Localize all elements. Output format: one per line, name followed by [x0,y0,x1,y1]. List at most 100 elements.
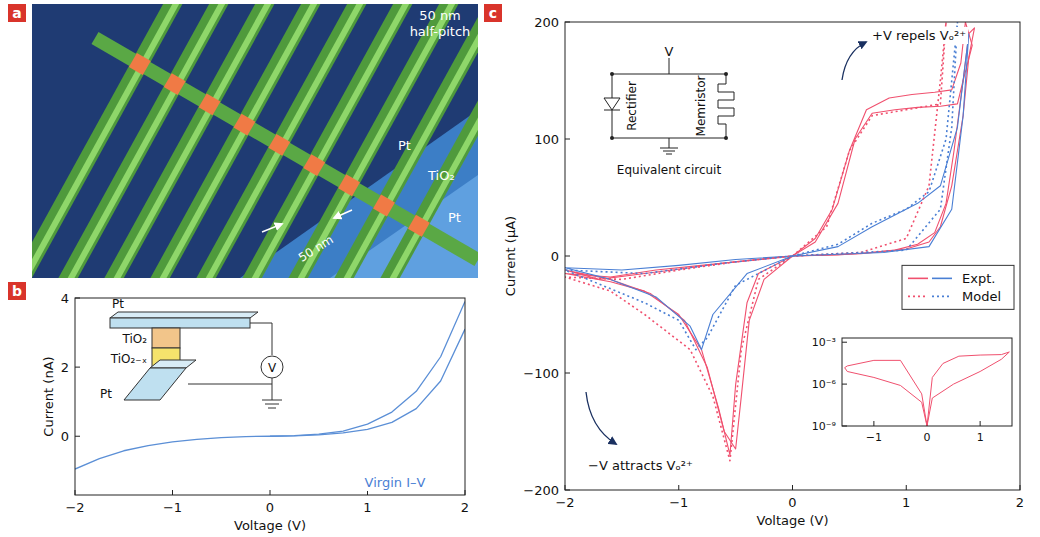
x-tick-label: −2 [65,500,84,515]
ground [265,404,279,405]
legend-swatch [908,278,928,280]
panel-c-inset: −10110⁻⁹10⁻⁶10⁻³ [812,336,1012,444]
x-tick [172,490,173,495]
panel-letter-box [8,282,26,300]
top-electrode [95,38,478,260]
annotation-arrow [842,42,866,80]
junction [373,195,395,217]
ground [663,151,675,152]
x-tick-label: 1 [363,500,371,515]
label-patch [363,474,428,491]
series-line [270,329,465,436]
circuit-background [598,44,740,180]
material-label: Pt [398,138,411,153]
y-axis-title: Current (μA) [503,216,518,296]
legend-swatch [908,296,928,298]
x-tick-label: −1 [163,500,182,515]
y-tick [565,373,570,374]
y-tick-label: 4 [61,291,69,306]
circuit-label: Rectifier [625,81,639,131]
voltmeter [261,356,283,378]
material-label: Pt [448,210,461,225]
scale-text: 50 nm [419,8,461,23]
circuit-label: V [665,44,674,59]
panel-a-image [32,4,478,278]
figure: 50 nmhalf-pitchPtTiO₂Pt50 nma−2−1012024V… [0,0,1040,537]
panel-letter: c [489,5,497,21]
wire [612,110,613,138]
panel-letter-box [8,4,26,22]
plot-background [565,22,1020,490]
plot-frame [842,338,1012,426]
node [724,136,728,140]
annotation: Virgin I–V [365,475,426,490]
legend-swatch [932,278,952,280]
panel-c: −2−1012−200−1000100200Voltage (V)Current… [503,15,1024,528]
y-tick [75,436,80,437]
equivalent-circuit: VRectifierMemristorEquivalent circuit [598,44,740,180]
node [724,72,728,76]
x-tick-label: 2 [461,500,469,515]
tio2 [152,328,180,348]
material-label: TiO₂ [121,332,147,346]
series-line [845,352,1010,426]
pt-top [110,318,250,328]
annotation: +V repels Vₒ²⁺ [872,28,966,43]
wire [669,58,670,74]
x-tick [792,485,793,490]
wire [272,378,273,400]
material-label: Pt [100,387,112,401]
y-tick-label: 0 [551,249,559,264]
ground [262,400,282,401]
junction [234,114,256,136]
x-tick-label: 0 [924,431,931,444]
y-tick-label: −100 [523,366,559,381]
y-tick-label: −200 [523,483,559,498]
width-arrow [262,224,282,232]
plot-background [75,298,465,495]
pt-bottom [124,368,186,400]
y-tick [75,367,80,368]
panel-letter: b [12,283,22,299]
junction [164,73,186,95]
x-tick-label: −1 [866,431,882,444]
annotation-arrow [586,392,616,444]
wire [188,384,272,385]
panel-b: −2−1012024Voltage (V)Current (nA) [41,291,469,533]
inset-background [804,332,1016,446]
x-tick [678,485,679,490]
y-tick [565,256,570,257]
legend-box [902,265,1014,309]
y-tick-label: 10⁻³ [812,336,836,349]
junction [303,154,325,176]
legend-label: Expt. [962,271,995,286]
material-label: Pt [112,297,124,311]
x-axis-title: Voltage (V) [757,513,829,528]
y-tick-label: 100 [534,132,559,147]
plot-frame [75,298,465,495]
plot-frame [565,22,1020,490]
legend-label: Model [962,289,1001,304]
y-tick [565,139,570,140]
y-tick-label: 200 [534,15,559,30]
meter-label: V [268,361,277,375]
series-group [845,352,1010,426]
x-tick-label: 1 [902,495,910,510]
wire [612,74,613,98]
x-tick [873,421,874,426]
junction [408,215,430,237]
x-tick [270,490,271,495]
circuit-caption: Equivalent circuit [617,163,722,177]
diode [604,98,620,110]
y-tick-label: 10⁻⁹ [812,420,836,433]
material-label: TiO₂ [427,168,455,183]
width-text: 50 nm [296,232,336,264]
panel-letter: a [12,5,21,21]
junction [338,174,360,196]
x-tick-label: 0 [266,500,274,515]
pt-bottom [150,360,196,368]
x-tick [980,421,981,426]
x-tick-label: 0 [788,495,796,510]
legend: Expt. Model [902,265,1014,309]
pt-top [110,312,258,318]
